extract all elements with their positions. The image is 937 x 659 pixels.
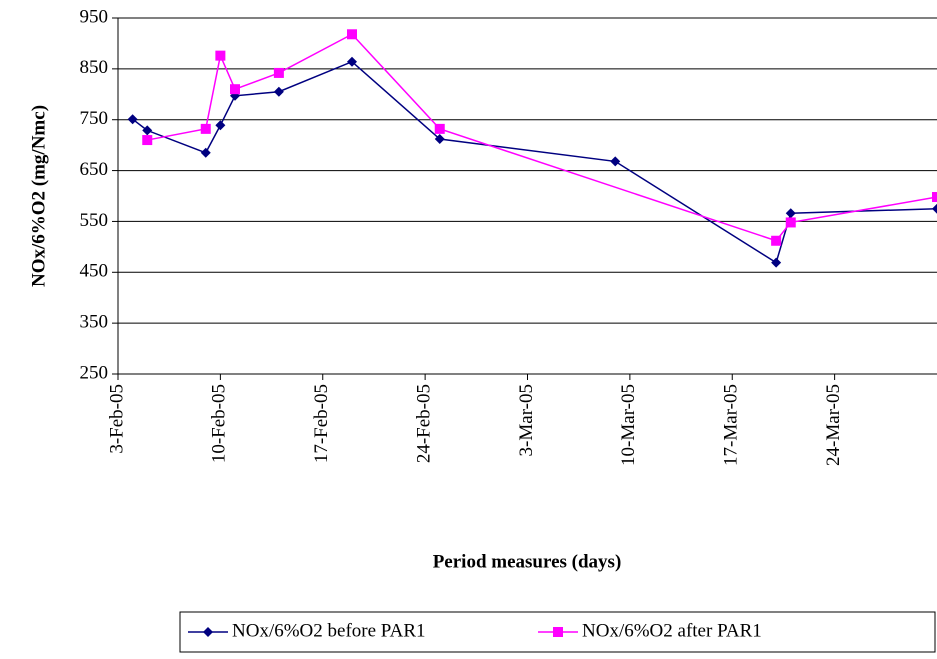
data-point	[127, 114, 138, 125]
y-tick-label: 450	[80, 261, 109, 282]
series-line	[132, 60, 937, 264]
data-point	[142, 125, 153, 136]
x-tick-label: 24-Mar-05	[823, 384, 844, 466]
legend-label: NOx/6%O2 before PAR1	[232, 620, 426, 641]
y-tick-label: 250	[80, 362, 109, 383]
y-tick-label: 350	[80, 312, 109, 333]
data-point	[200, 147, 211, 158]
data-point	[347, 56, 357, 67]
x-axis-label: Period measures (days)	[433, 551, 622, 572]
data-point	[434, 123, 445, 134]
x-tick-label: 10-Mar-05	[618, 384, 639, 466]
x-tick-label: 10-Feb-05	[209, 384, 230, 463]
legend-marker	[203, 627, 213, 637]
x-tick-label: 3-Mar-05	[516, 384, 537, 456]
data-point	[932, 192, 937, 203]
data-point	[273, 67, 284, 78]
x-tick-label: 3-Feb-05	[106, 384, 127, 454]
data-point	[215, 120, 226, 131]
data-point	[771, 235, 782, 246]
data-point	[215, 50, 226, 61]
data-point	[932, 203, 937, 214]
data-point	[610, 156, 621, 167]
legend-marker	[553, 627, 563, 637]
data-point	[230, 84, 240, 95]
data-point	[434, 134, 445, 145]
y-tick-label: 950	[80, 6, 109, 27]
data-point	[142, 135, 153, 146]
x-tick-label: 17-Mar-05	[721, 384, 742, 466]
y-tick-label: 750	[80, 108, 109, 129]
data-point	[785, 208, 796, 219]
y-tick-label: 650	[80, 159, 109, 180]
data-point	[771, 257, 782, 268]
legend-label: NOx/6%O2 after PAR1	[582, 620, 762, 641]
y-axis-label: NOx/6%O2 (mg/Nmc)	[28, 105, 49, 287]
x-tick-label: 17-Feb-05	[311, 384, 332, 463]
y-tick-label: 850	[80, 57, 109, 78]
data-point	[785, 217, 796, 228]
data-point	[200, 123, 211, 134]
data-point	[347, 29, 357, 40]
y-tick-label: 550	[80, 210, 109, 231]
x-tick-label: 24-Feb-05	[413, 384, 434, 463]
data-point	[273, 86, 284, 97]
series-line	[147, 33, 937, 242]
